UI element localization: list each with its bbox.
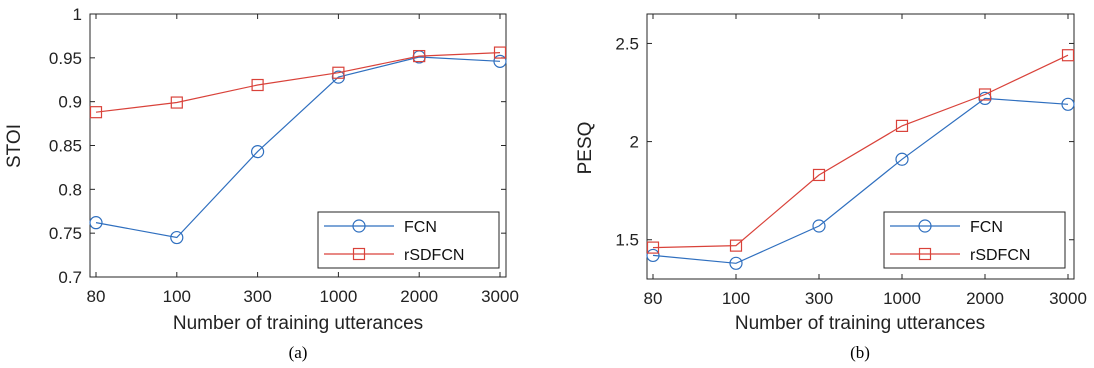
y-tick-label: 0.95 bbox=[49, 49, 82, 68]
ticks-b: 80 100 300 1000 2000 3000 1.5 2 2.5 bbox=[615, 14, 1087, 308]
x-tick-label: 3000 bbox=[481, 287, 519, 306]
series-line-rsdfcn-a bbox=[95, 52, 501, 113]
ticks-a: 80 100 300 1000 2000 3000 0.7 0.75 0.8 0.85 0.9 0.9… bbox=[49, 5, 519, 306]
data-point-rsdfcn bbox=[493, 46, 507, 59]
data-point-rsdfcn bbox=[812, 168, 826, 182]
y-tick-label: 0.75 bbox=[49, 224, 82, 243]
y-tick-label: 0.9 bbox=[58, 93, 82, 112]
panel-a: 80 100 300 1000 2000 3000 0.7 0.75 0.8 0.85 0.9 0.9… bbox=[4, 5, 519, 362]
x-tick-label: 80 bbox=[87, 287, 106, 306]
x-tick-label: 2000 bbox=[400, 287, 438, 306]
x-tick-label: 80 bbox=[644, 289, 663, 308]
series-b bbox=[646, 49, 1075, 270]
x-tick-label: 2000 bbox=[966, 289, 1004, 308]
legend-label-fcn-a: FCN bbox=[404, 219, 437, 236]
x-axis-label-b: Number of training utterances bbox=[735, 313, 985, 334]
x-tick-label: 300 bbox=[805, 289, 833, 308]
series-line-fcn-a bbox=[95, 56, 501, 239]
x-tick-label: 3000 bbox=[1049, 289, 1087, 308]
data-point-rsdfcn bbox=[978, 88, 992, 101]
x-tick-label: 1000 bbox=[883, 289, 921, 308]
legend-box-a bbox=[317, 211, 500, 269]
data-point-rsdfcn bbox=[895, 119, 909, 132]
data-point-rsdfcn bbox=[170, 96, 183, 109]
series-a bbox=[89, 46, 507, 245]
data-point-rsdfcn bbox=[413, 49, 426, 63]
y-tick-label: 0.7 bbox=[58, 268, 82, 287]
legend-b: FCN rSDFCN bbox=[883, 211, 1066, 269]
panel-label-b: (b) bbox=[850, 343, 870, 362]
x-tick-label: 300 bbox=[243, 287, 271, 306]
panel-label-a: (a) bbox=[289, 343, 308, 362]
data-point-fcn bbox=[89, 216, 103, 230]
legend-label-fcn-b: FCN bbox=[970, 219, 1003, 236]
series-line-fcn-b bbox=[652, 97, 1069, 264]
legend-a: FCN rSDFCN bbox=[317, 211, 500, 269]
data-point-rsdfcn bbox=[1061, 49, 1075, 62]
x-tick-label: 100 bbox=[722, 289, 750, 308]
y-axis-label-b: PESQ bbox=[575, 122, 596, 175]
legend-marker-fcn-a bbox=[352, 219, 366, 233]
data-point-fcn bbox=[729, 256, 743, 270]
legend-marker-fcn-b bbox=[918, 219, 932, 233]
legend-label-rsdfcn-b: rSDFCN bbox=[970, 247, 1030, 264]
legend-label-rsdfcn-a: rSDFCN bbox=[404, 247, 464, 264]
x-tick-label: 1000 bbox=[319, 287, 357, 306]
data-point-rsdfcn bbox=[251, 78, 264, 92]
legend-marker-rsdfcn-a bbox=[352, 247, 366, 261]
data-point-rsdfcn bbox=[646, 241, 660, 254]
y-tick-label: 0.8 bbox=[58, 180, 82, 199]
y-tick-label: 1 bbox=[73, 5, 82, 24]
data-point-rsdfcn bbox=[89, 106, 103, 119]
panel-b: 80 100 300 1000 2000 3000 1.5 2 2.5 Number of tr… bbox=[575, 13, 1087, 362]
x-tick-label: 100 bbox=[163, 287, 191, 306]
y-axis-label-a: STOI bbox=[4, 124, 25, 168]
y-tick-label: 1.5 bbox=[615, 231, 639, 250]
series-line-rsdfcn-b bbox=[652, 54, 1069, 249]
data-point-fcn bbox=[170, 230, 184, 245]
y-tick-label: 2 bbox=[630, 133, 639, 152]
y-tick-label: 0.85 bbox=[49, 137, 82, 156]
data-point-fcn bbox=[493, 54, 507, 68]
legend-box-b bbox=[883, 211, 1066, 269]
y-tick-label: 2.5 bbox=[615, 34, 639, 53]
data-point-fcn bbox=[251, 145, 265, 159]
legend-marker-rsdfcn-b bbox=[918, 247, 932, 261]
data-point-rsdfcn bbox=[729, 239, 743, 252]
data-point-fcn bbox=[646, 248, 660, 263]
data-point-fcn bbox=[1061, 97, 1075, 111]
data-point-rsdfcn bbox=[332, 66, 345, 79]
data-point-fcn bbox=[812, 219, 826, 233]
x-axis-label-a: Number of training utterances bbox=[173, 313, 423, 334]
data-point-fcn bbox=[895, 152, 909, 166]
